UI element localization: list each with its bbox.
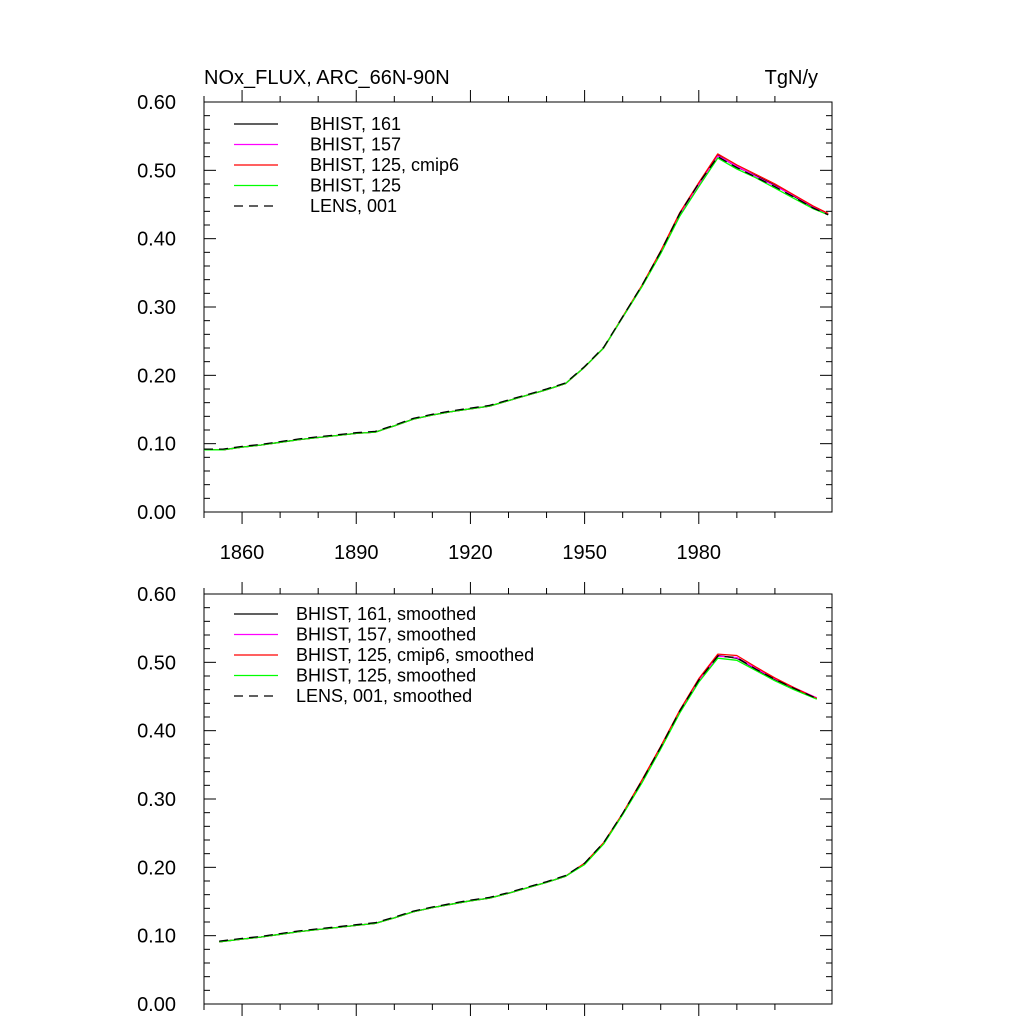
series-line	[219, 657, 818, 943]
series-line	[204, 155, 829, 451]
series-line	[204, 153, 829, 451]
legend-label: LENS, 001	[310, 196, 397, 216]
x-tick-label: 1980	[677, 542, 722, 564]
y-tick-label: 0.10	[137, 926, 176, 948]
y-tick-label: 0.40	[137, 229, 176, 251]
y-tick-label: 0.50	[137, 652, 176, 674]
y-tick-label: 0.00	[137, 502, 176, 524]
legend-label: BHIST, 157	[310, 135, 401, 155]
y-tick-label: 0.10	[137, 434, 176, 456]
series-line	[219, 655, 818, 942]
legend-label: BHIST, 125, cmip6, smoothed	[296, 645, 534, 665]
legend-label: BHIST, 161, smoothed	[296, 604, 476, 624]
y-tick-label: 0.00	[137, 994, 176, 1016]
x-tick-label: 1920	[448, 542, 493, 564]
series-line	[204, 157, 829, 451]
series-line	[204, 156, 829, 450]
legend-label: LENS, 001, smoothed	[296, 686, 472, 706]
y-tick-label: 0.30	[137, 789, 176, 811]
x-tick-label: 1950	[562, 542, 607, 564]
chart-title: NOx_FLUX, ARC_66N-90N	[204, 67, 450, 89]
top-panel: 0.00 0.10 0.20 0.30 0.40 0.50 0.60 1860 1890 1920…	[137, 90, 833, 564]
legend-label: BHIST, 157, smoothed	[296, 625, 476, 645]
legend-label: BHIST, 125, smoothed	[296, 666, 476, 686]
units-label: TgN/y	[765, 67, 818, 89]
x-tick-label: 1890	[334, 542, 379, 564]
y-tick-label: 0.60	[137, 92, 176, 114]
legend-label: BHIST, 161	[310, 114, 401, 134]
y-tick-label: 0.30	[137, 297, 176, 319]
x-tick-label: 1860	[220, 542, 265, 564]
legend-label: BHIST, 125	[310, 176, 401, 196]
y-tick-label: 0.40	[137, 721, 176, 743]
plot-frame	[203, 101, 833, 513]
y-tick-label: 0.20	[137, 365, 176, 387]
y-tick-label: 0.60	[137, 584, 176, 606]
legend-label: BHIST, 125, cmip6	[310, 155, 459, 175]
y-tick-label: 0.50	[137, 160, 176, 182]
y-tick-label: 0.20	[137, 857, 176, 879]
series-line	[204, 154, 829, 451]
bottom-panel: 0.00 0.10 0.20 0.30 0.40 0.50 0.60 BHIST, 161, …	[137, 582, 833, 1016]
